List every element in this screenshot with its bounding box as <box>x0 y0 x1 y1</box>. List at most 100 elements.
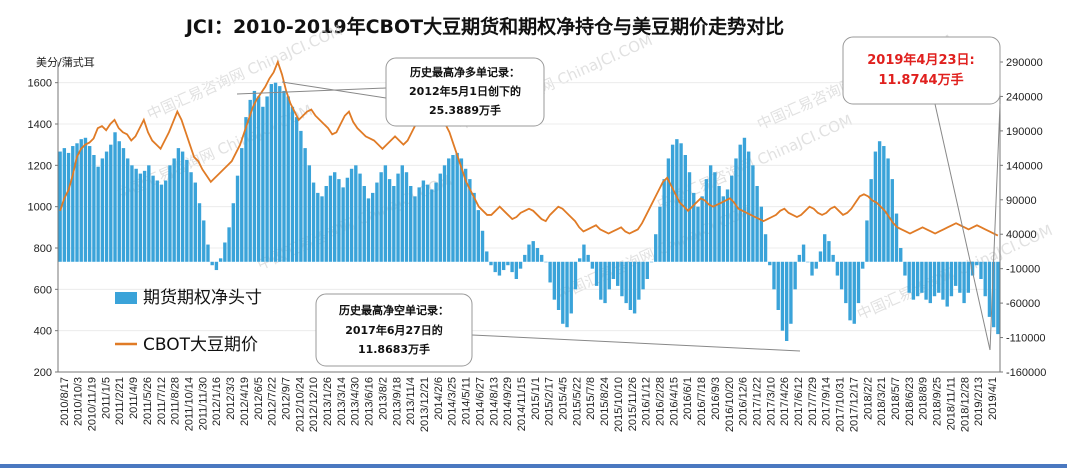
net-position-bar <box>438 173 442 262</box>
net-position-bar <box>294 117 299 262</box>
x-tick-label: 2017/7/29 <box>807 377 819 426</box>
annotation-latest: 2019年4月23日: 11.8744万手 <box>842 36 1001 351</box>
legend-bar-label: 期货期权净头寸 <box>143 288 262 308</box>
net-position-bar <box>603 261 607 304</box>
net-position-bar <box>844 261 848 304</box>
net-position-bar <box>341 187 345 262</box>
net-position-bar <box>62 148 67 262</box>
net-position-bar <box>776 261 780 310</box>
net-position-bar <box>616 261 620 286</box>
net-position-bar <box>235 175 240 262</box>
net-position-bar <box>265 96 269 262</box>
x-tick-label: 2014/9/29 <box>502 377 514 426</box>
net-position-bar <box>561 261 565 324</box>
net-position-bar <box>953 261 958 286</box>
x-tick-label: 2010/11/19 <box>87 377 99 431</box>
net-position-bar <box>104 151 109 262</box>
net-position-bar <box>801 244 806 262</box>
net-position-bar <box>970 261 975 276</box>
y-left-tick-label: 400 <box>34 326 52 338</box>
x-tick-label: 2013/8/2 <box>377 377 389 420</box>
net-position-bar <box>734 158 738 262</box>
net-position-bar <box>130 165 134 262</box>
net-position-bar <box>899 248 903 262</box>
x-tick-label: 2015/5/22 <box>571 377 583 426</box>
net-position-bar <box>278 86 282 262</box>
net-position-bar <box>231 203 235 262</box>
net-position-bar <box>79 139 83 262</box>
net-position-bar <box>316 192 320 262</box>
net-position-bar <box>514 261 519 279</box>
net-position-bar <box>417 187 421 262</box>
net-position-bar <box>582 244 586 262</box>
net-position-bar <box>894 213 899 262</box>
net-position-bar <box>797 254 802 262</box>
net-position-bar <box>155 180 159 262</box>
net-position-bar <box>75 143 79 262</box>
net-position-bar <box>485 251 489 262</box>
net-position-bar <box>244 117 248 262</box>
x-tick-label: 2016/7/18 <box>696 377 708 426</box>
net-position-bar <box>692 192 696 262</box>
net-position-bar <box>100 158 105 262</box>
net-position-bar <box>751 165 755 262</box>
net-position-bar <box>725 189 730 262</box>
net-position-bar <box>193 182 197 262</box>
net-position-bar <box>763 234 768 262</box>
x-tick-label: 2015/8/24 <box>599 377 611 426</box>
x-tick-label: 2015/7/8 <box>585 377 597 420</box>
y-left-unit-label: 美分/蒲式耳 <box>36 55 95 69</box>
x-tick-label: 2011/10/14 <box>184 377 196 431</box>
net-position-bar <box>675 139 679 262</box>
net-position-bar <box>227 227 231 262</box>
net-position-bar <box>375 182 379 262</box>
y-left-tick-label: 600 <box>34 284 52 296</box>
net-position-bar <box>658 206 662 262</box>
net-position-bar <box>252 90 257 262</box>
net-position-bar <box>328 175 333 262</box>
net-position-bar <box>218 258 223 262</box>
net-position-bar <box>713 172 717 262</box>
y-right-tick-label: 190000 <box>1006 126 1043 138</box>
x-tick-label: 2016/4/15 <box>668 377 680 426</box>
net-position-bar <box>413 196 417 262</box>
x-tick-label: 2014/8/13 <box>488 377 500 426</box>
net-position-bar <box>717 186 721 262</box>
net-position-bar <box>599 261 603 300</box>
net-position-bar <box>987 261 992 317</box>
net-position-bar <box>793 261 797 290</box>
net-position-bar <box>586 254 590 262</box>
net-position-bar <box>248 99 252 262</box>
net-position-bar <box>168 165 172 262</box>
net-position-bar <box>286 96 290 262</box>
net-position-bar <box>400 165 404 262</box>
net-position-bar <box>823 234 827 262</box>
net-position-bar <box>649 261 654 263</box>
net-position-bar <box>654 234 658 262</box>
x-tick-label: 2011/2/21 <box>114 377 126 425</box>
net-position-bar <box>565 261 569 328</box>
net-position-bar <box>772 261 776 290</box>
x-tick-label: 2013/1/26 <box>322 377 334 426</box>
x-tick-labels: 2010/8/17 2010/10/3 2010/11/19 2011/1/5 2011… <box>59 377 999 432</box>
net-position-bar <box>856 261 861 304</box>
net-position-bar <box>831 254 835 262</box>
net-position-bar <box>311 182 316 262</box>
net-position-bar <box>882 146 886 262</box>
annotation-latest-value: 11.8744万手 <box>878 72 963 88</box>
net-position-bar <box>362 186 366 262</box>
x-tick-label: 2012/10/24 <box>294 377 306 432</box>
y-right-tick-label: 40000 <box>1006 229 1037 241</box>
net-position-bar <box>544 261 548 263</box>
net-position-bar <box>320 196 324 262</box>
net-position-bar <box>189 172 193 262</box>
annotation-record-short-line1: 2017年6月27日的 <box>345 323 443 337</box>
net-position-bar <box>928 261 932 304</box>
net-position-bar <box>87 146 92 262</box>
x-tick-label: 2013/9/18 <box>391 377 403 426</box>
annotation-latest-leader-2 <box>989 103 1001 351</box>
net-position-bar <box>730 175 734 262</box>
net-position-bar <box>206 244 210 262</box>
net-position-bar <box>404 172 409 262</box>
